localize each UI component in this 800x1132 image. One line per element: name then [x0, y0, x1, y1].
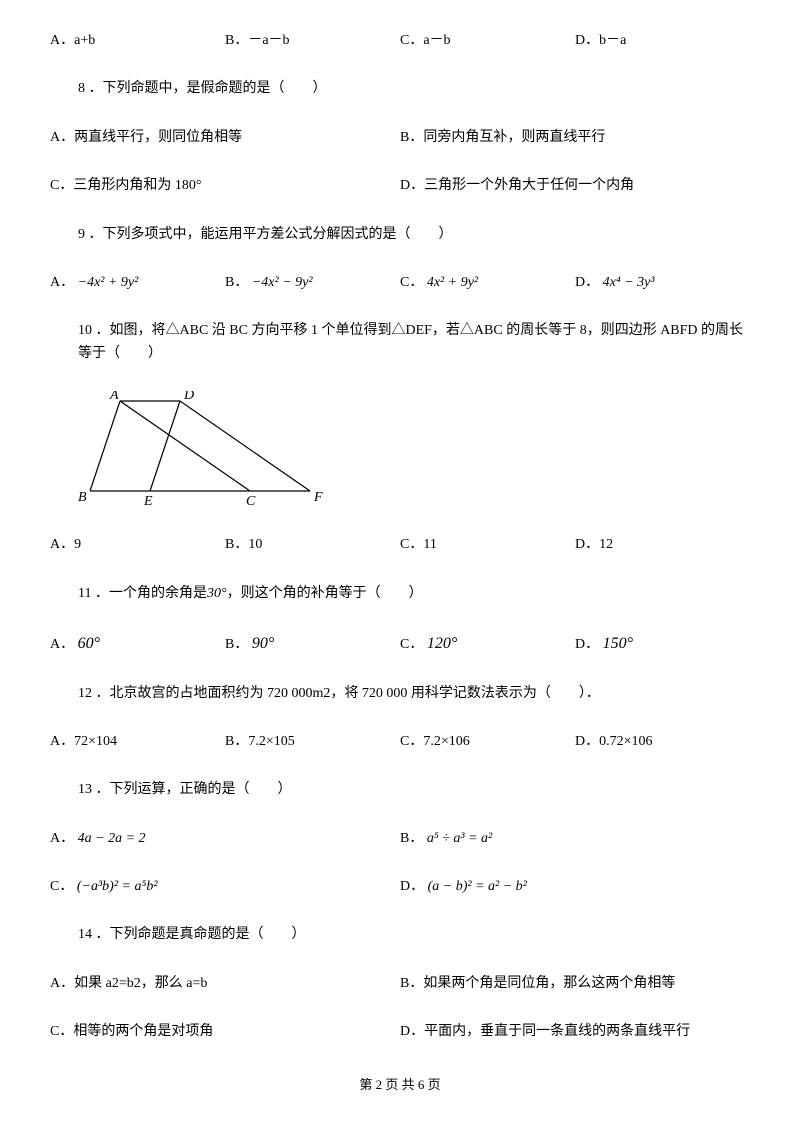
q14-row2: C．相等的两个角是对项角 D．平面内，垂直于同一条直线的两条直线平行 — [50, 1021, 750, 1043]
svg-text:D: D — [183, 391, 194, 403]
svg-text:A: A — [109, 391, 119, 403]
q9-opt-a: A． −4x² + 9y² — [50, 272, 225, 294]
q9-b-label: B． — [225, 275, 248, 290]
q9-options: A． −4x² + 9y² B． −4x² − 9y² C． 4x² + 9y²… — [50, 272, 750, 294]
q13-a-math: 4a − 2a = 2 — [78, 831, 146, 846]
q12-options: A．72×104 B．7.2×105 C．7.2×106 D．0.72×106 — [50, 731, 750, 753]
svg-text:C: C — [246, 494, 256, 509]
q13-d-math: (a − b)² = a² − b² — [428, 879, 527, 894]
q14-opt-d: D．平面内，垂直于同一条直线的两条直线平行 — [400, 1021, 750, 1043]
q11-stem-post: ，则这个角的补角等于（ ） — [227, 586, 423, 601]
q9-c-label: C． — [400, 275, 423, 290]
q14-row1: A．如果 a2=b2，那么 a=b B．如果两个角是同位角，那么这两个角相等 — [50, 973, 750, 995]
q7-opt-d: D．b－a — [575, 30, 750, 52]
q9-b-math: −4x² − 9y² — [252, 275, 313, 290]
q10-opt-c: C．11 — [400, 534, 575, 556]
q11-b-label: B． — [225, 637, 248, 652]
q13-opt-d: D． (a − b)² = a² − b² — [400, 876, 750, 898]
q10-opt-a: A．9 — [50, 534, 225, 556]
q14-stem: 14 ．下列命题是真命题的是（ ） — [50, 924, 750, 946]
q11-stem-math: 30° — [207, 586, 227, 601]
q10-opt-d: D．12 — [575, 534, 750, 556]
q13-opt-a: A． 4a − 2a = 2 — [50, 828, 400, 850]
q8-opt-a: A．两直线平行，则同位角相等 — [50, 127, 400, 149]
q13-b-label: B． — [400, 831, 423, 846]
q11-stem-pre: 11 ．一个角的余角是 — [78, 586, 207, 601]
q11-opt-c: C． 120° — [400, 631, 575, 657]
q14-opt-b: B．如果两个角是同位角，那么这两个角相等 — [400, 973, 750, 995]
page-footer: 第 2 页 共 6 页 — [50, 1074, 750, 1093]
q7-opt-b: B．－a－b — [225, 30, 400, 52]
q14-opt-a: A．如果 a2=b2，那么 a=b — [50, 973, 400, 995]
q11-opt-a: A． 60° — [50, 631, 225, 657]
q10-diagram: A D B E C F — [70, 391, 750, 516]
q13-a-label: A． — [50, 831, 74, 846]
q11-a-math: 60° — [78, 635, 100, 652]
q9-stem: 9 ．下列多项式中，能运用平方差公式分解因式的是（ ） — [50, 224, 750, 246]
q13-c-label: C． — [50, 879, 73, 894]
q11-c-label: C． — [400, 637, 423, 652]
triangle-diagram: A D B E C F — [70, 391, 330, 511]
q9-a-math: −4x² + 9y² — [78, 275, 139, 290]
q9-a-label: A． — [50, 275, 74, 290]
q8-opt-d: D．三角形一个外角大于任何一个内角 — [400, 175, 750, 197]
q8-row1: A．两直线平行，则同位角相等 B．同旁内角互补，则两直线平行 — [50, 127, 750, 149]
q14-opt-c: C．相等的两个角是对项角 — [50, 1021, 400, 1043]
q13-b-math: a⁵ ÷ a³ = a² — [427, 831, 492, 846]
svg-text:E: E — [143, 494, 153, 509]
q13-stem: 13 ．下列运算，正确的是（ ） — [50, 779, 750, 801]
q13-d-label: D． — [400, 879, 424, 894]
q12-stem: 12 ．北京故宫的占地面积约为 720 000m2，将 720 000 用科学记… — [50, 683, 750, 705]
q9-opt-c: C． 4x² + 9y² — [400, 272, 575, 294]
q10-opt-b: B．10 — [225, 534, 400, 556]
q8-row2: C．三角形内角和为 180° D．三角形一个外角大于任何一个内角 — [50, 175, 750, 197]
q11-d-math: 150° — [603, 635, 633, 652]
q8-stem: 8 ．下列命题中，是假命题的是（ ） — [50, 78, 750, 100]
q12-opt-d: D．0.72×106 — [575, 731, 750, 753]
svg-text:B: B — [78, 490, 87, 505]
q11-a-label: A． — [50, 637, 74, 652]
q8-opt-b: B．同旁内角互补，则两直线平行 — [400, 127, 750, 149]
q9-d-math: 4x⁴ − 3y³ — [603, 275, 655, 290]
q13-opt-c: C． (−a³b)² = a⁵b² — [50, 876, 400, 898]
q11-b-math: 90° — [252, 635, 274, 652]
q9-d-label: D． — [575, 275, 599, 290]
q10-options: A．9 B．10 C．11 D．12 — [50, 534, 750, 556]
q12-opt-b: B．7.2×105 — [225, 731, 400, 753]
q7-opt-a: A．a+b — [50, 30, 225, 52]
q11-d-label: D． — [575, 637, 599, 652]
q11-options: A． 60° B． 90° C． 120° D． 150° — [50, 631, 750, 657]
q9-opt-b: B． −4x² − 9y² — [225, 272, 400, 294]
q7-options: A．a+b B．－a－b C．a－b D．b－a — [50, 30, 750, 52]
svg-text:F: F — [313, 490, 323, 505]
q12-opt-a: A．72×104 — [50, 731, 225, 753]
q13-opt-b: B． a⁵ ÷ a³ = a² — [400, 828, 750, 850]
q11-opt-d: D． 150° — [575, 631, 750, 657]
q11-c-math: 120° — [427, 635, 457, 652]
q13-row2: C． (−a³b)² = a⁵b² D． (a − b)² = a² − b² — [50, 876, 750, 898]
q13-row1: A． 4a − 2a = 2 B． a⁵ ÷ a³ = a² — [50, 828, 750, 850]
page-content: A．a+b B．－a－b C．a－b D．b－a 8 ．下列命题中，是假命题的是… — [0, 0, 800, 1113]
q11-stem: 11 ．一个角的余角是30°，则这个角的补角等于（ ） — [50, 583, 750, 605]
q12-opt-c: C．7.2×106 — [400, 731, 575, 753]
q11-opt-b: B． 90° — [225, 631, 400, 657]
q10-stem: 10 ．如图，将△ABC 沿 BC 方向平移 1 个单位得到△DEF，若△ABC… — [50, 320, 750, 365]
q9-opt-d: D． 4x⁴ − 3y³ — [575, 272, 750, 294]
q9-c-math: 4x² + 9y² — [427, 275, 478, 290]
q7-opt-c: C．a－b — [400, 30, 575, 52]
q13-c-math: (−a³b)² = a⁵b² — [77, 879, 158, 894]
q8-opt-c: C．三角形内角和为 180° — [50, 175, 400, 197]
